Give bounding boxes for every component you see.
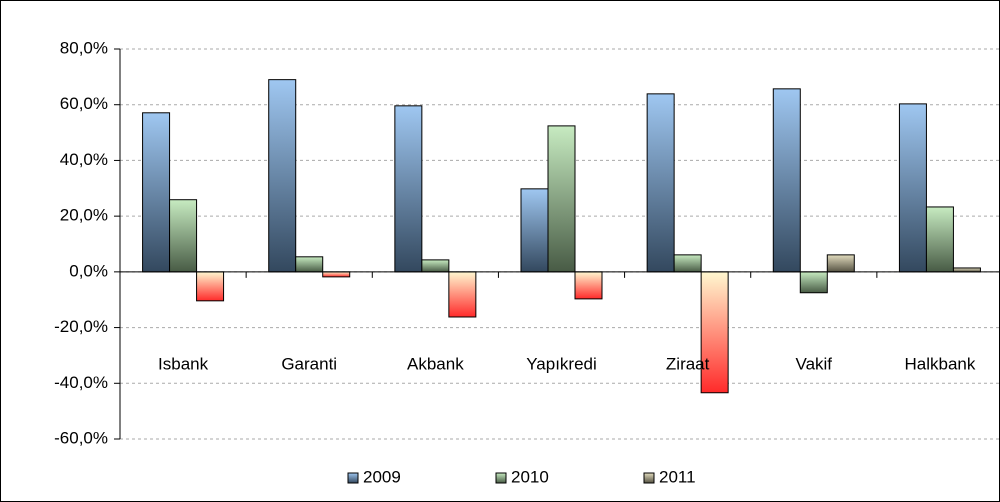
bar bbox=[448, 271, 477, 318]
legend-label: 2010 bbox=[511, 467, 549, 486]
bar bbox=[169, 199, 198, 273]
x-tick-label: Garanti bbox=[281, 354, 337, 373]
bar bbox=[772, 88, 801, 273]
y-tick-label: 20,0% bbox=[60, 206, 108, 225]
y-tick-label: 40,0% bbox=[60, 150, 108, 169]
bar bbox=[898, 103, 927, 273]
x-tick-label: Yapıkredi bbox=[526, 354, 597, 373]
legend-swatch bbox=[347, 472, 359, 484]
legend-label: 2009 bbox=[363, 467, 401, 486]
bar bbox=[952, 267, 981, 273]
x-tick-label: Vakif bbox=[796, 354, 833, 373]
bar bbox=[826, 254, 855, 273]
x-tick-label: Isbank bbox=[158, 354, 209, 373]
bar bbox=[142, 112, 171, 273]
bar bbox=[574, 271, 603, 300]
bar bbox=[394, 105, 423, 273]
legend-label: 2011 bbox=[659, 467, 696, 486]
bar bbox=[520, 188, 549, 273]
y-tick-label: 0,0% bbox=[69, 261, 108, 280]
bar bbox=[547, 125, 576, 273]
bar bbox=[268, 79, 297, 273]
y-tick-label: 80,0% bbox=[60, 38, 108, 57]
x-tick-label: Halkbank bbox=[904, 354, 975, 373]
bar bbox=[646, 93, 675, 273]
y-tick-label: -60,0% bbox=[54, 428, 108, 447]
legend-swatch bbox=[495, 472, 507, 484]
bar bbox=[673, 254, 702, 273]
bar bbox=[799, 271, 828, 294]
bar bbox=[421, 259, 450, 273]
y-tick-label: -20,0% bbox=[54, 317, 108, 336]
bar bbox=[196, 271, 225, 302]
y-tick-label: 60,0% bbox=[60, 94, 108, 113]
y-tick-label: -40,0% bbox=[54, 373, 108, 392]
bar bbox=[295, 256, 324, 273]
bar bbox=[925, 206, 954, 273]
legend-swatch bbox=[643, 472, 655, 484]
bar bbox=[322, 271, 351, 278]
bar bbox=[700, 271, 729, 394]
x-tick-label: Akbank bbox=[407, 354, 464, 373]
x-tick-label: Ziraat bbox=[666, 354, 710, 373]
